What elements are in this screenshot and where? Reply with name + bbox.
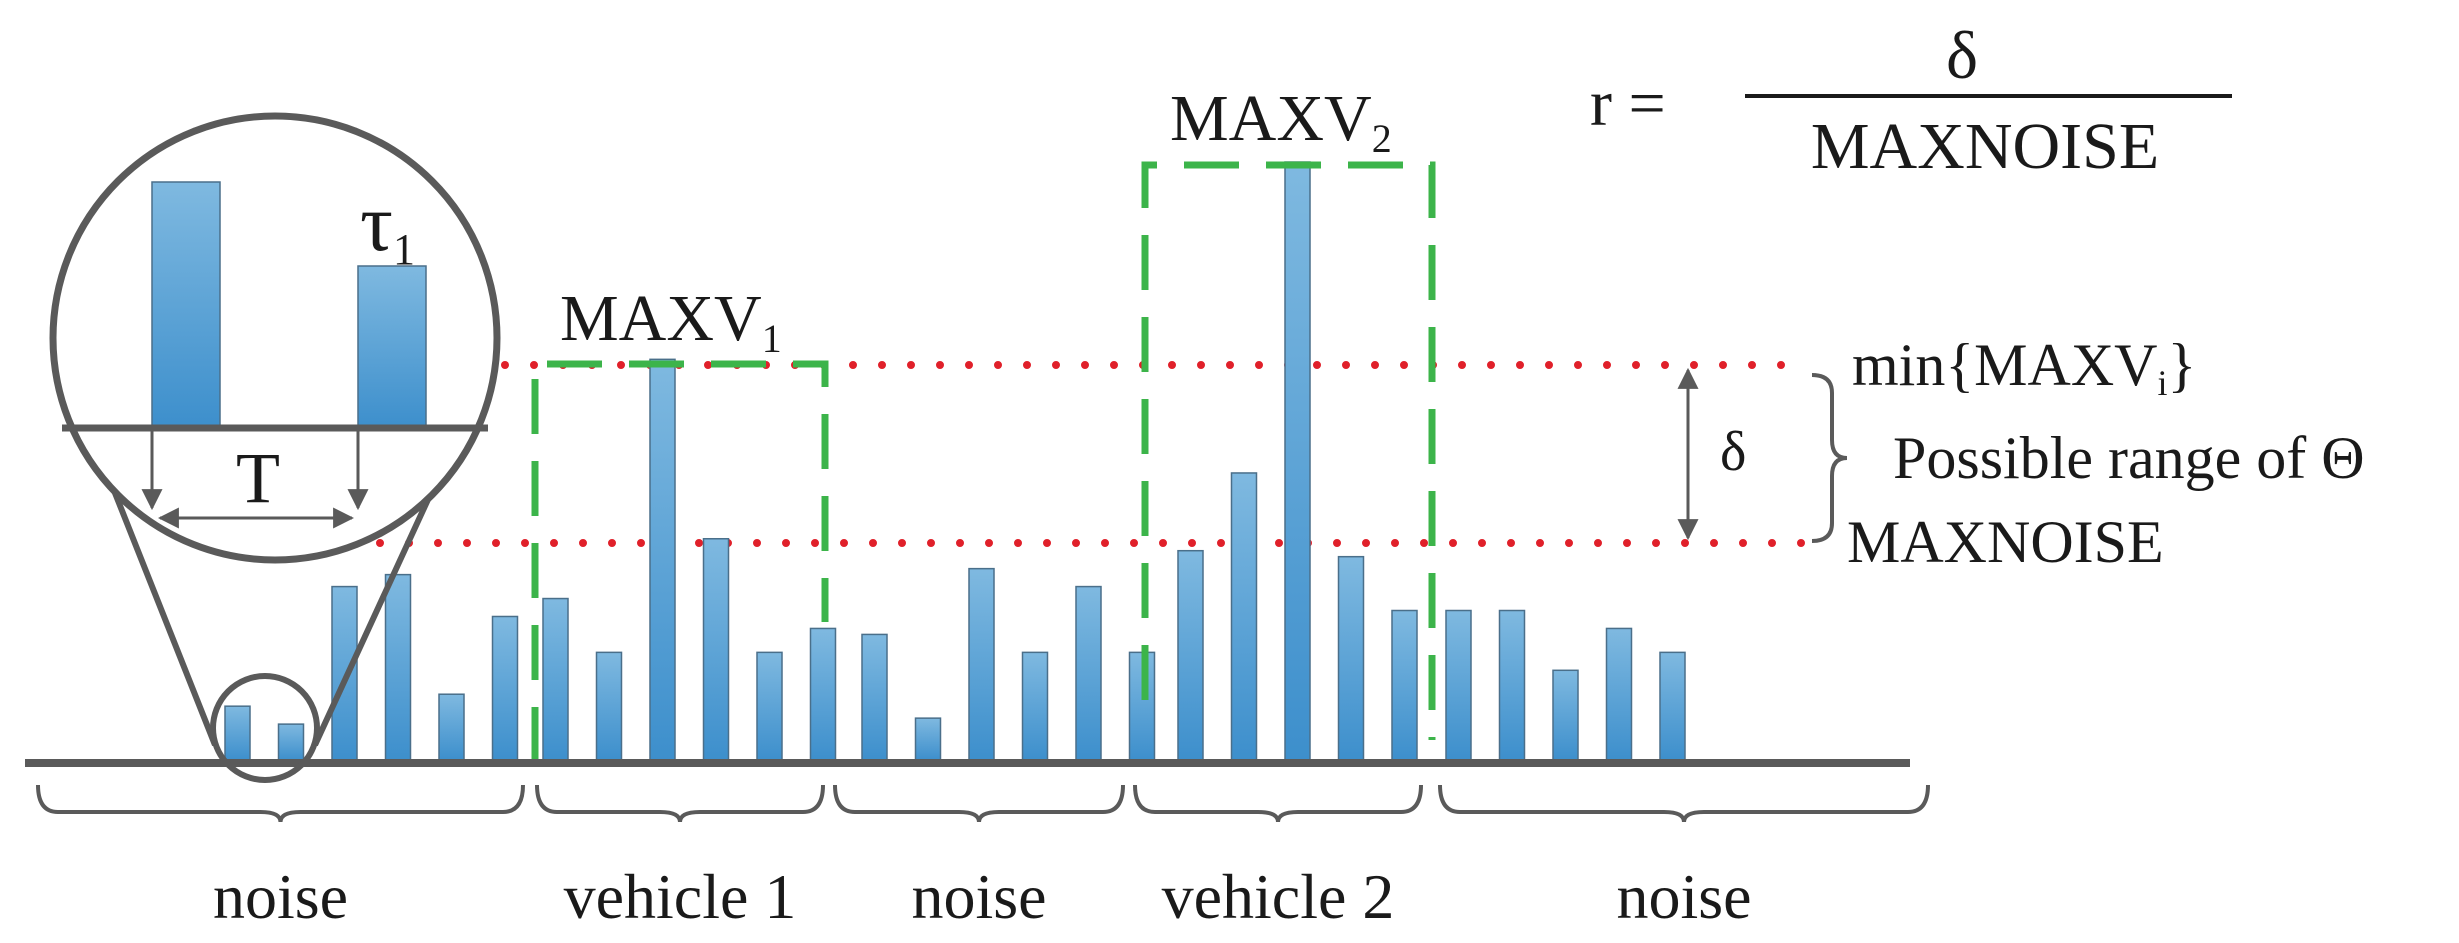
ratio-formula: r = δ MAXNOISE	[1590, 17, 2232, 183]
pulse-bar	[1284, 161, 1311, 761]
pulse-bar	[331, 585, 358, 761]
pulse-bar	[1021, 651, 1049, 761]
formula-denominator: MAXNOISE	[1811, 110, 2159, 183]
pulse-bar	[702, 537, 730, 761]
inset-bar-2	[357, 265, 427, 428]
segment-label: vehicle 2	[1162, 861, 1395, 932]
pulse-bar	[1075, 585, 1102, 761]
pulse-bars	[224, 161, 1686, 761]
pulse-bar	[384, 573, 412, 761]
segment-label: vehicle 1	[564, 861, 797, 932]
period-label: T	[236, 438, 280, 518]
pulse-bar	[438, 693, 465, 761]
vehicle-2-window	[1141, 161, 1436, 740]
pulse-bar	[595, 651, 623, 761]
pulse-bar	[1498, 609, 1526, 761]
pulse-bar	[861, 633, 888, 761]
formula-numerator: δ	[1946, 17, 1978, 93]
pulse-bar	[1552, 669, 1579, 761]
segment-brace	[535, 784, 825, 823]
maxv2-label: MAXV2	[1170, 82, 1392, 161]
segment-label: noise	[213, 861, 348, 932]
pulse-bar	[914, 717, 942, 761]
pulse-bar	[1230, 472, 1258, 761]
segment-brace	[833, 784, 1125, 823]
pulse-bar	[756, 651, 783, 761]
pulse-bar	[1177, 549, 1204, 761]
pulse-bar	[224, 705, 251, 761]
pulse-bar	[1391, 609, 1418, 761]
pulse-bar	[542, 597, 569, 761]
pulse-bar	[1659, 651, 1686, 761]
segment-brace	[1438, 784, 1930, 823]
small-magnifier-circle	[210, 673, 320, 783]
pulse-bar	[968, 567, 995, 761]
pulse-bar	[277, 723, 305, 761]
segment-groups: noise vehicle 1 noise vehicle 2 noise	[36, 784, 1930, 932]
range-brace	[1811, 373, 1848, 543]
delta-label: δ	[1720, 421, 1746, 483]
segment-brace	[1133, 784, 1423, 823]
pulse-bar	[491, 615, 519, 761]
pulse-bar	[649, 358, 676, 761]
pulse-bar	[1337, 555, 1365, 761]
pulse-bar	[1605, 627, 1633, 761]
segment-brace	[36, 784, 525, 823]
magnifier-inset: T τ1	[49, 112, 501, 783]
maxv1-label: MAXV1	[560, 282, 782, 361]
possible-range-label: Possible range of Θ	[1893, 425, 2365, 491]
inset-bar-1	[151, 181, 221, 428]
pulse-bar	[1445, 609, 1472, 761]
maxnoise-label: MAXNOISE	[1847, 509, 2164, 575]
segment-label: noise	[911, 861, 1046, 932]
vehicle-1-window	[531, 360, 829, 762]
segment-label: noise	[1616, 861, 1751, 932]
formula-lhs: r =	[1590, 67, 1666, 140]
min-maxv-label: min{MAXVi}	[1852, 332, 2196, 403]
tau-label: τ1	[360, 177, 415, 274]
pulse-bar	[809, 627, 837, 761]
